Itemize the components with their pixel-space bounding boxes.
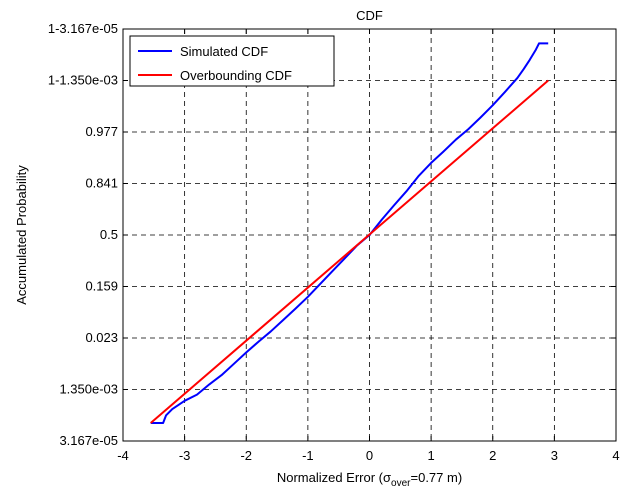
- x-tick-label: 0: [366, 448, 373, 463]
- y-tick-label: 1-3.167e-05: [48, 21, 118, 36]
- legend-box: [129, 35, 335, 87]
- y-axis-label: Accumulated Probability: [14, 165, 29, 305]
- series-line-overbounding-cdf: [150, 79, 549, 424]
- legend: Simulated CDF Overbounding CDF: [129, 35, 335, 87]
- x-tick-label: 2: [489, 448, 496, 463]
- grid: [123, 29, 616, 441]
- x-axis-label-sigma: σ: [383, 470, 391, 485]
- x-tick-label: -4: [117, 448, 129, 463]
- x-tick-label: -1: [302, 448, 314, 463]
- x-tick-label: 1: [428, 448, 435, 463]
- y-tick-label: 0.5: [100, 227, 118, 242]
- x-axis-label-suffix: =0.77 m): [411, 470, 463, 485]
- axis-ticks: -4 -3 -2 -1 0 1 2 3 4 3.167e-05 1.350e-03 0.023 0.15…: [48, 21, 620, 463]
- y-tick-label: 3.167e-05: [59, 433, 118, 448]
- chart-title: CDF: [356, 8, 383, 23]
- y-tick-label: 1-1.350e-03: [48, 73, 118, 88]
- x-tick-label: 4: [612, 448, 619, 463]
- x-tick-label: -3: [179, 448, 191, 463]
- x-axis-label: Normalized Error (σover=0.77 m): [277, 470, 462, 489]
- y-tick-label: 0.841: [85, 176, 118, 191]
- y-tick-label: 0.977: [85, 124, 118, 139]
- legend-label-overbounding: Overbounding CDF: [180, 68, 292, 83]
- x-tick-label: 3: [551, 448, 558, 463]
- x-tick-label: -2: [240, 448, 252, 463]
- series-line-simulated-cdf: [150, 42, 549, 424]
- legend-label-simulated: Simulated CDF: [180, 44, 268, 59]
- series-lines: [150, 42, 549, 424]
- x-axis-label-prefix: Normalized Error (: [277, 470, 384, 485]
- y-tick-label: 1.350e-03: [59, 382, 118, 397]
- y-tick-label: 0.159: [85, 279, 118, 294]
- y-tick-label: 0.023: [85, 330, 118, 345]
- x-axis-label-subscript: over: [391, 478, 411, 489]
